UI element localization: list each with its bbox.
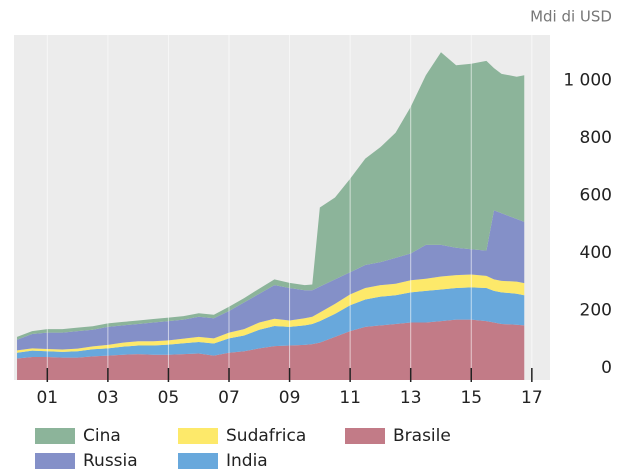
area [17, 210, 525, 351]
x-tick-label: 15 [460, 388, 482, 408]
legend-swatch [35, 428, 75, 444]
area [17, 274, 525, 353]
x-tick-label: 17 [521, 388, 543, 408]
y-tick-label: 400 [580, 243, 612, 263]
y-tick-label: 1 000 [563, 71, 612, 91]
x-tick-label: 07 [218, 388, 240, 408]
legend-swatch [178, 453, 218, 469]
x-tick-label: 05 [158, 388, 180, 408]
legend-label: Brasile [393, 426, 451, 446]
x-tick-label: 01 [36, 388, 58, 408]
unit-label: Mdi di USD [530, 8, 612, 26]
legend-label: India [226, 451, 268, 471]
y-tick-label: 0 [601, 358, 612, 378]
legend-swatch [345, 428, 385, 444]
x-tick-label: 09 [279, 388, 301, 408]
x-tick-label: 03 [97, 388, 119, 408]
area [17, 287, 525, 359]
legend-swatch [35, 453, 75, 469]
legend-label: Sudafrica [226, 426, 306, 446]
legend-label: Russia [83, 451, 138, 471]
area [17, 319, 525, 380]
x-tick-label: 11 [339, 388, 361, 408]
x-tick-label: 13 [400, 388, 422, 408]
y-tick-label: 600 [580, 186, 612, 206]
area [17, 52, 525, 340]
legend-label: Cina [83, 426, 121, 446]
y-tick-label: 200 [580, 301, 612, 321]
y-tick-label: 800 [580, 128, 612, 148]
legend-swatch [178, 428, 218, 444]
